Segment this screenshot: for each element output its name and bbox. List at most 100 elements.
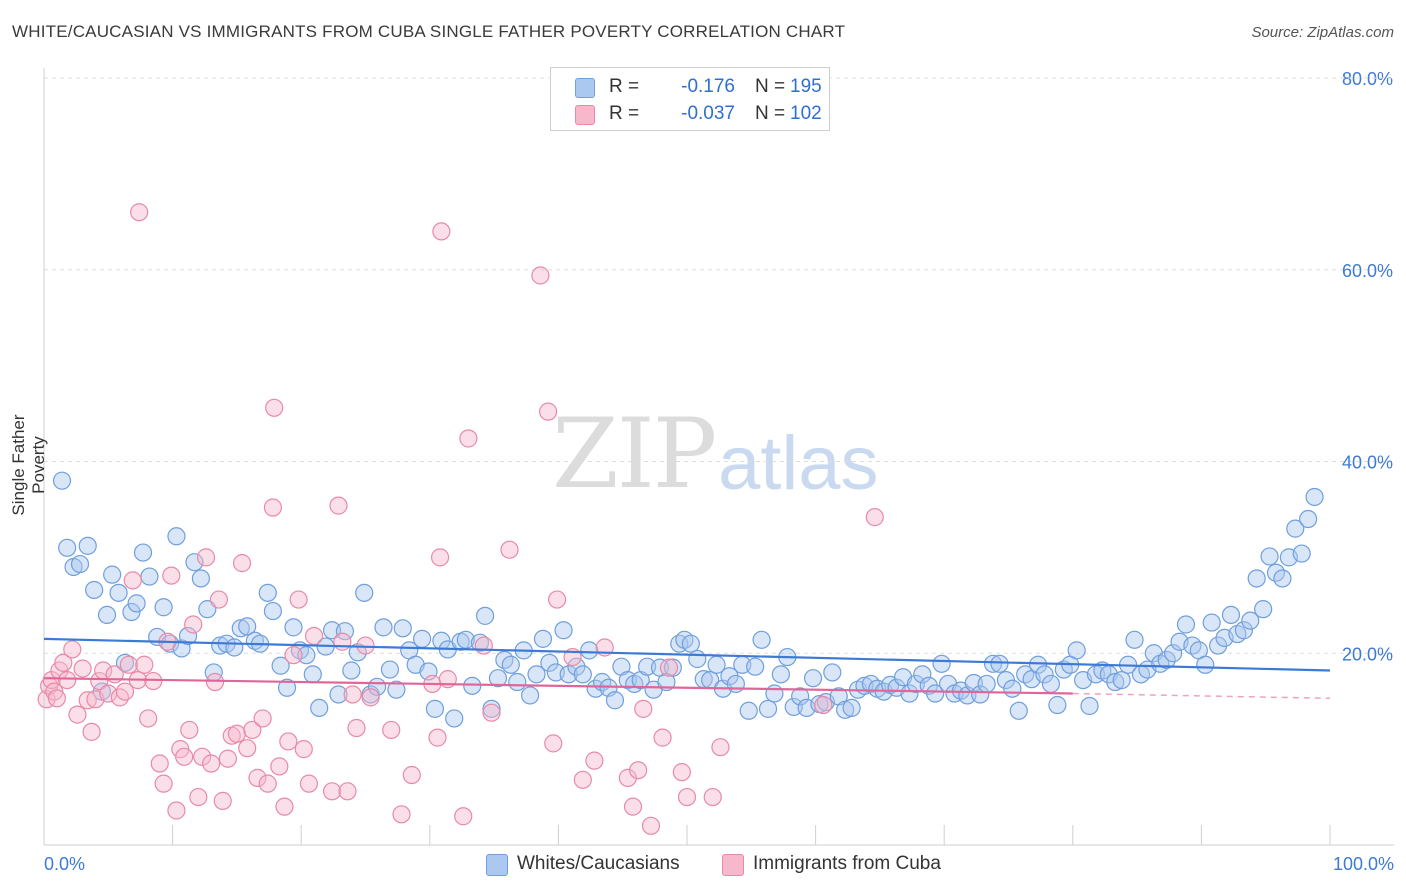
white-point bbox=[784, 697, 803, 717]
cuba-point bbox=[629, 761, 648, 780]
y-tick-label: 20.0% bbox=[1342, 644, 1393, 664]
cuba-point bbox=[196, 548, 216, 567]
white-point bbox=[1067, 641, 1086, 660]
white-point bbox=[284, 618, 303, 637]
white-point bbox=[393, 619, 412, 638]
white-point bbox=[521, 686, 540, 705]
cuba-point bbox=[248, 768, 267, 787]
cuba-point bbox=[253, 709, 272, 728]
x-tick-label: 100.0% bbox=[1333, 854, 1394, 874]
legend-swatch-whites bbox=[486, 854, 508, 876]
white-point bbox=[554, 621, 573, 640]
white-point bbox=[335, 622, 355, 641]
white-point bbox=[271, 656, 290, 675]
cuba-point bbox=[209, 590, 228, 609]
cuba-point bbox=[329, 496, 348, 515]
white-point bbox=[310, 698, 329, 717]
white-point bbox=[771, 665, 790, 684]
white-point bbox=[977, 674, 996, 694]
white-point bbox=[103, 565, 122, 584]
white-point bbox=[1080, 696, 1099, 716]
cuba-point bbox=[711, 738, 730, 757]
white-point bbox=[765, 684, 784, 703]
white-point bbox=[1009, 701, 1028, 720]
cuba-point bbox=[135, 655, 154, 674]
white-point bbox=[178, 626, 198, 646]
white-point bbox=[508, 672, 527, 692]
legend-r-label: R = bbox=[609, 76, 640, 97]
cuba-point bbox=[90, 671, 109, 691]
cuba-point bbox=[392, 805, 411, 824]
cuba-point bbox=[338, 782, 357, 801]
cuba-point bbox=[402, 765, 421, 785]
cuba-point bbox=[585, 751, 604, 770]
white-point bbox=[533, 629, 553, 648]
white-point bbox=[263, 601, 283, 621]
white-point bbox=[791, 687, 810, 706]
cuba-point bbox=[653, 728, 672, 747]
cuba-point bbox=[531, 266, 550, 285]
legend-n-label: N = bbox=[755, 103, 786, 124]
white-point bbox=[1305, 487, 1324, 507]
white-point bbox=[85, 580, 104, 600]
white-point bbox=[1112, 670, 1131, 690]
cuba-point bbox=[322, 782, 342, 801]
cuba-point bbox=[82, 722, 101, 741]
white-point bbox=[185, 553, 204, 572]
white-point bbox=[1157, 650, 1176, 670]
white-point bbox=[580, 641, 599, 660]
white-point bbox=[1196, 655, 1215, 674]
cuba-point bbox=[144, 671, 163, 691]
white-point bbox=[374, 618, 393, 637]
correlation-legend: R = -0.176 N = 195 R = -0.037 N = 102 bbox=[550, 67, 830, 131]
white-point bbox=[52, 471, 72, 490]
white-point bbox=[1125, 630, 1144, 649]
cuba-point bbox=[119, 655, 138, 674]
white-point bbox=[231, 619, 250, 638]
white-point bbox=[97, 605, 117, 625]
cuba-point bbox=[213, 791, 232, 810]
white-point bbox=[1003, 679, 1022, 698]
white-point bbox=[238, 617, 257, 636]
cuba-trend-extension bbox=[1072, 692, 1331, 700]
white-point bbox=[1041, 674, 1061, 694]
white-point bbox=[78, 536, 97, 555]
cuba-point bbox=[361, 688, 380, 707]
white-point bbox=[342, 661, 361, 680]
white-point bbox=[1247, 569, 1266, 588]
legend-swatch-cuba bbox=[722, 854, 744, 876]
legend-r-label: R = bbox=[609, 103, 640, 124]
source-credit: Source: ZipAtlas.com bbox=[1251, 24, 1394, 41]
cuba-point bbox=[304, 626, 324, 646]
legend-swatch-cuba bbox=[575, 105, 595, 125]
cuba-trend-line bbox=[43, 677, 1073, 695]
cuba-point bbox=[54, 653, 73, 672]
white-point bbox=[681, 634, 700, 653]
cuba-point bbox=[703, 787, 722, 807]
cuba-point bbox=[205, 672, 225, 692]
white-point bbox=[540, 653, 559, 672]
cuba-point bbox=[548, 590, 567, 609]
cuba-point bbox=[539, 402, 558, 421]
cuba-point bbox=[243, 720, 262, 740]
white-point bbox=[1286, 519, 1305, 538]
cuba-point bbox=[73, 659, 92, 678]
white-point bbox=[926, 684, 945, 703]
cuba-point bbox=[382, 720, 401, 740]
cuba-point bbox=[289, 590, 308, 609]
cuba-point bbox=[294, 740, 313, 759]
white-point bbox=[122, 602, 141, 622]
white-point bbox=[225, 638, 244, 657]
y-axis-label: Single Father Poverty bbox=[9, 414, 48, 516]
watermark-atlas: atlas bbox=[718, 421, 879, 506]
white-point bbox=[1028, 655, 1048, 674]
white-point bbox=[836, 700, 855, 719]
white-point bbox=[638, 657, 657, 676]
cuba-point bbox=[270, 757, 289, 776]
white-point bbox=[258, 583, 277, 602]
cuba-point bbox=[232, 554, 252, 573]
white-point bbox=[387, 680, 406, 699]
white-point bbox=[913, 665, 932, 684]
white-point bbox=[752, 630, 771, 649]
